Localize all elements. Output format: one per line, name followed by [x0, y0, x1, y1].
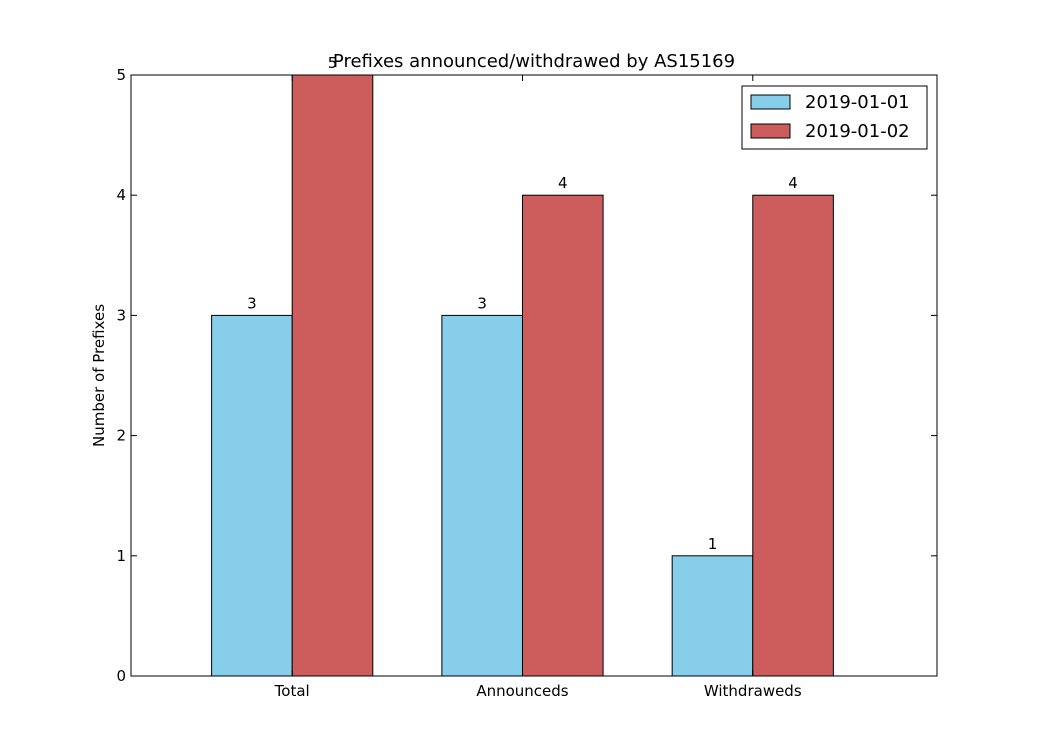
data-label: 4 [788, 174, 798, 192]
x-tick-label: Withdraweds [704, 682, 802, 700]
y-tick-label: 2 [116, 427, 126, 445]
data-label: 3 [477, 294, 487, 312]
y-tick-label: 4 [116, 186, 126, 204]
bars-layer [211, 74, 834, 677]
y-tick-label: 5 [116, 66, 126, 84]
bar-announceds-2019-01-01 [441, 314, 523, 677]
legend: 2019-01-01 2019-01-02 [741, 85, 928, 150]
legend-swatch [750, 123, 791, 139]
axis-ticks-layer: Total Announceds Withdraweds 0 1 2 3 4 5 [116, 66, 937, 700]
y-tick-label: 3 [116, 306, 126, 324]
y-axis-label: Number of Prefixes [90, 304, 108, 447]
y-tick-label: 1 [116, 547, 126, 565]
x-tick-label: Announceds [476, 682, 568, 700]
bar-announceds-2019-01-02 [521, 194, 604, 677]
bar-withdraweds-2019-01-01 [671, 555, 754, 677]
bar-total-2019-01-02 [291, 74, 374, 677]
bar-total-2019-01-01 [211, 314, 293, 677]
data-label: 1 [708, 535, 718, 553]
x-tick-label: Total [274, 682, 310, 700]
data-label: 5 [328, 54, 338, 72]
chart-title: Prefixes announced/withdrawed by AS15169 [333, 51, 735, 72]
data-label: 3 [247, 294, 257, 312]
legend-swatch [750, 94, 791, 110]
data-label: 4 [558, 174, 568, 192]
legend-entry-label: 2019-01-01 [805, 92, 910, 113]
plot-area-frame [130, 74, 938, 677]
data-labels-layer: 3 5 3 4 1 4 [247, 54, 798, 553]
y-tick-label: 0 [116, 667, 126, 685]
legend-entry-label: 2019-01-02 [805, 121, 910, 142]
bar-withdraweds-2019-01-02 [752, 194, 834, 677]
